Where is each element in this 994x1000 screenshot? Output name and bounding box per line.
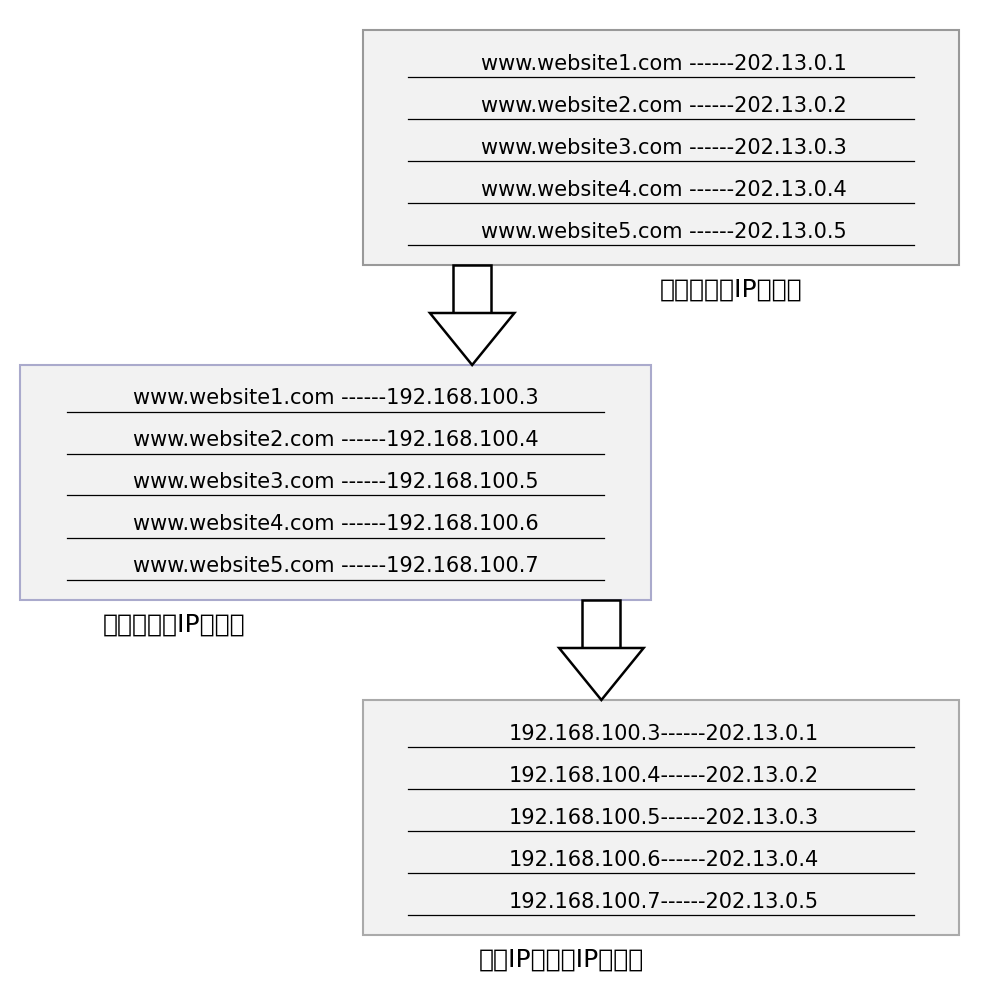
Polygon shape bbox=[429, 313, 515, 365]
Text: www.website5.com ------192.168.100.7: www.website5.com ------192.168.100.7 bbox=[133, 556, 539, 576]
Text: www.website3.com ------202.13.0.3: www.website3.com ------202.13.0.3 bbox=[481, 137, 847, 157]
Text: www.website2.com ------202.13.0.2: www.website2.com ------202.13.0.2 bbox=[481, 96, 847, 115]
FancyBboxPatch shape bbox=[582, 600, 620, 648]
Text: 域名与欺骗IP对应表: 域名与欺骗IP对应表 bbox=[102, 613, 246, 637]
Text: 192.168.100.3------202.13.0.1: 192.168.100.3------202.13.0.1 bbox=[509, 724, 819, 744]
Text: 域名与真实IP对应表: 域名与真实IP对应表 bbox=[659, 278, 802, 302]
Polygon shape bbox=[559, 648, 644, 700]
FancyBboxPatch shape bbox=[20, 365, 651, 600]
Text: 192.168.100.7------202.13.0.5: 192.168.100.7------202.13.0.5 bbox=[509, 892, 819, 912]
Text: www.website1.com ------192.168.100.3: www.website1.com ------192.168.100.3 bbox=[133, 388, 539, 408]
Text: www.website4.com ------192.168.100.6: www.website4.com ------192.168.100.6 bbox=[133, 514, 539, 534]
FancyBboxPatch shape bbox=[453, 265, 491, 313]
Text: www.website1.com ------202.13.0.1: www.website1.com ------202.13.0.1 bbox=[481, 53, 847, 74]
Text: www.website2.com ------192.168.100.4: www.website2.com ------192.168.100.4 bbox=[133, 430, 539, 450]
Text: 192.168.100.5------202.13.0.3: 192.168.100.5------202.13.0.3 bbox=[509, 808, 819, 828]
Text: www.website5.com ------202.13.0.5: www.website5.com ------202.13.0.5 bbox=[481, 222, 847, 241]
FancyBboxPatch shape bbox=[363, 30, 959, 265]
Text: 192.168.100.4------202.13.0.2: 192.168.100.4------202.13.0.2 bbox=[509, 766, 819, 786]
Text: 192.168.100.6------202.13.0.4: 192.168.100.6------202.13.0.4 bbox=[509, 850, 819, 869]
FancyBboxPatch shape bbox=[363, 700, 959, 935]
Text: www.website3.com ------192.168.100.5: www.website3.com ------192.168.100.5 bbox=[133, 472, 539, 492]
Text: www.website4.com ------202.13.0.4: www.website4.com ------202.13.0.4 bbox=[481, 180, 847, 200]
Text: 欺骗IP与真实IP对应表: 欺骗IP与真实IP对应表 bbox=[479, 948, 644, 972]
